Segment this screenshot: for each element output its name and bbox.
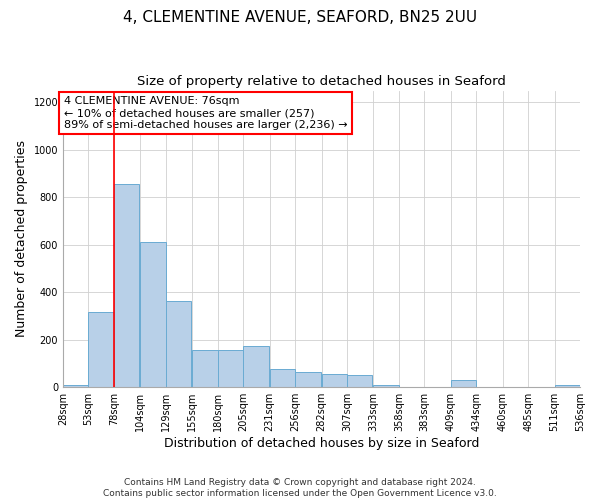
Bar xyxy=(451,380,476,387)
X-axis label: Distribution of detached houses by size in Seaford: Distribution of detached houses by size … xyxy=(164,437,479,450)
Bar xyxy=(347,376,373,387)
Bar xyxy=(140,242,166,387)
Bar xyxy=(295,372,320,387)
Bar xyxy=(88,312,114,387)
Bar xyxy=(269,370,295,387)
Text: Contains HM Land Registry data © Crown copyright and database right 2024.
Contai: Contains HM Land Registry data © Crown c… xyxy=(103,478,497,498)
Text: 4 CLEMENTINE AVENUE: 76sqm
← 10% of detached houses are smaller (257)
89% of sem: 4 CLEMENTINE AVENUE: 76sqm ← 10% of deta… xyxy=(64,96,347,130)
Bar xyxy=(192,350,218,387)
Title: Size of property relative to detached houses in Seaford: Size of property relative to detached ho… xyxy=(137,75,506,88)
Bar xyxy=(166,300,191,387)
Bar xyxy=(63,385,88,387)
Bar xyxy=(243,346,269,387)
Bar xyxy=(554,385,580,387)
Y-axis label: Number of detached properties: Number of detached properties xyxy=(15,140,28,338)
Bar xyxy=(373,385,399,387)
Text: 4, CLEMENTINE AVENUE, SEAFORD, BN25 2UU: 4, CLEMENTINE AVENUE, SEAFORD, BN25 2UU xyxy=(123,10,477,25)
Bar xyxy=(114,184,139,387)
Bar xyxy=(322,374,347,387)
Bar xyxy=(218,350,243,387)
